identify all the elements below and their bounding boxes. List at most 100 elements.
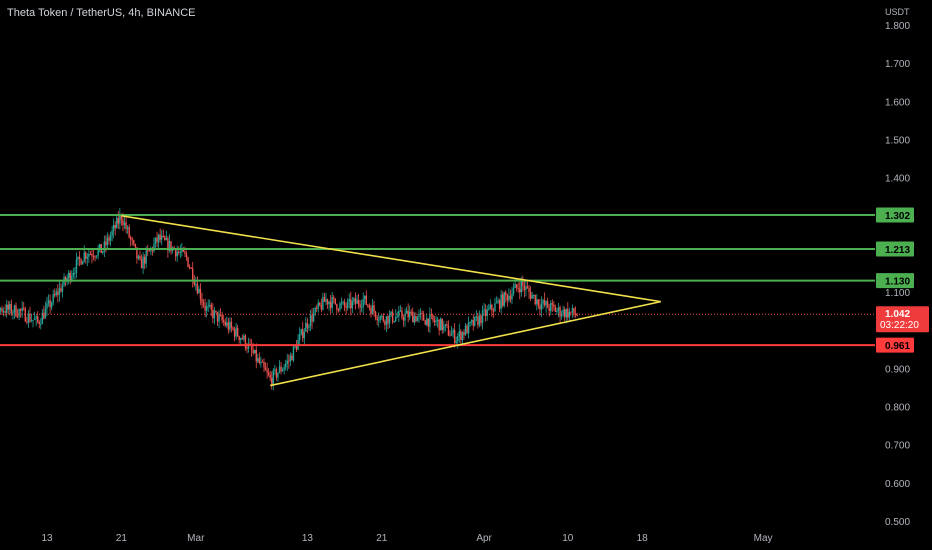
- candle-body: [49, 300, 51, 308]
- candle-body: [441, 318, 443, 331]
- candle-body: [178, 251, 180, 253]
- candle-body: [210, 304, 212, 310]
- candle-body: [233, 329, 236, 337]
- candle-body: [557, 307, 560, 311]
- candle-body: [198, 288, 200, 294]
- candle-body: [92, 255, 95, 257]
- candle-body: [347, 301, 349, 308]
- candle-body: [204, 305, 206, 311]
- y-tick-label: 1.500: [885, 135, 910, 146]
- bar-countdown-label: 03:22:20: [880, 320, 919, 331]
- x-tick-label: 10: [562, 533, 574, 544]
- x-tick-label: Apr: [476, 533, 492, 544]
- candle-body: [68, 272, 70, 279]
- overlays-layer: [0, 214, 875, 387]
- candle-body: [274, 369, 276, 371]
- candle-body: [185, 253, 188, 258]
- candle-body: [291, 355, 293, 361]
- triangle-upper-trendline[interactable]: [121, 214, 661, 303]
- candle-body: [559, 307, 561, 317]
- candle-body: [312, 313, 315, 322]
- candle-body: [167, 237, 169, 251]
- candle-body: [446, 324, 448, 326]
- candle-body: [576, 314, 578, 316]
- price-axis[interactable]: 1.800 1.700 1.600 1.500 1.400 1.100 0.900 0.800…: [876, 21, 929, 528]
- candle-body: [278, 366, 281, 373]
- candle-body: [360, 306, 363, 308]
- candle-body: [209, 304, 211, 306]
- candle-body: [497, 300, 499, 303]
- candle-body: [148, 250, 150, 252]
- candle-body: [258, 358, 261, 364]
- candle-body: [314, 307, 316, 314]
- candle-body: [18, 309, 20, 317]
- candle-body: [50, 302, 53, 308]
- candle-body: [192, 268, 194, 281]
- candle-body: [12, 312, 14, 314]
- candle-body: [337, 309, 340, 311]
- y-tick-label: 0.900: [885, 364, 910, 375]
- candle-body: [334, 298, 336, 304]
- candle-body: [190, 267, 192, 269]
- candle-body: [505, 292, 507, 296]
- time-axis[interactable]: 13 21 Mar 13 21 Apr 10 18 May: [41, 533, 772, 544]
- candle-body: [382, 316, 385, 322]
- triangle-lower-trendline[interactable]: [270, 300, 661, 387]
- candle-body: [119, 215, 121, 224]
- x-tick-label: 21: [116, 533, 128, 544]
- candle-body: [54, 294, 56, 296]
- candle-body: [402, 317, 405, 321]
- candle-body: [13, 305, 16, 313]
- y-tick-label: 0.600: [885, 479, 910, 490]
- candle-body: [529, 291, 532, 299]
- candle-body: [292, 346, 295, 361]
- candle-body: [165, 237, 168, 240]
- candle-body: [6, 304, 8, 313]
- currency-label: USDT: [885, 7, 910, 17]
- current-price-tag[interactable]: [876, 306, 929, 333]
- candle-body: [320, 305, 323, 310]
- candle-body: [264, 367, 267, 371]
- candle-body: [542, 300, 544, 304]
- candle-body: [461, 332, 464, 341]
- candle-body: [125, 222, 127, 229]
- level-price-tag[interactable]: [876, 207, 914, 223]
- candle-body: [212, 309, 214, 319]
- candle-body: [316, 307, 318, 309]
- candle-body: [236, 327, 239, 337]
- candle-body: [1, 308, 3, 312]
- candle-body: [252, 350, 254, 354]
- candle-body: [405, 310, 408, 314]
- candle-body: [477, 316, 479, 326]
- candle-body: [452, 329, 454, 334]
- candle-body: [288, 360, 290, 362]
- level-price-tag[interactable]: [876, 337, 914, 353]
- candle-body: [305, 323, 307, 332]
- candle-body: [511, 293, 513, 300]
- candle-body: [40, 323, 42, 325]
- candle-body: [27, 313, 30, 323]
- level-price-label: 1.213: [885, 245, 910, 256]
- candle-body: [475, 316, 478, 318]
- candle-body: [385, 316, 388, 325]
- candle-body: [246, 347, 248, 349]
- candle-body: [184, 251, 186, 254]
- candle-body: [460, 331, 462, 341]
- candle-body: [105, 241, 107, 246]
- candle-body: [221, 315, 223, 321]
- candle-body: [390, 311, 392, 316]
- candle-body: [326, 299, 329, 305]
- candle-body: [136, 247, 138, 259]
- candle-body: [289, 355, 292, 362]
- candle-body: [207, 305, 209, 307]
- candle-body: [106, 237, 109, 246]
- candle-body: [154, 237, 157, 244]
- level-price-tag[interactable]: [876, 273, 914, 289]
- candle-body: [378, 319, 380, 321]
- candle-body: [534, 294, 536, 305]
- candle-body: [306, 323, 309, 328]
- level-price-tag[interactable]: [876, 241, 914, 257]
- candle-body: [348, 299, 350, 302]
- candle-body: [161, 235, 163, 240]
